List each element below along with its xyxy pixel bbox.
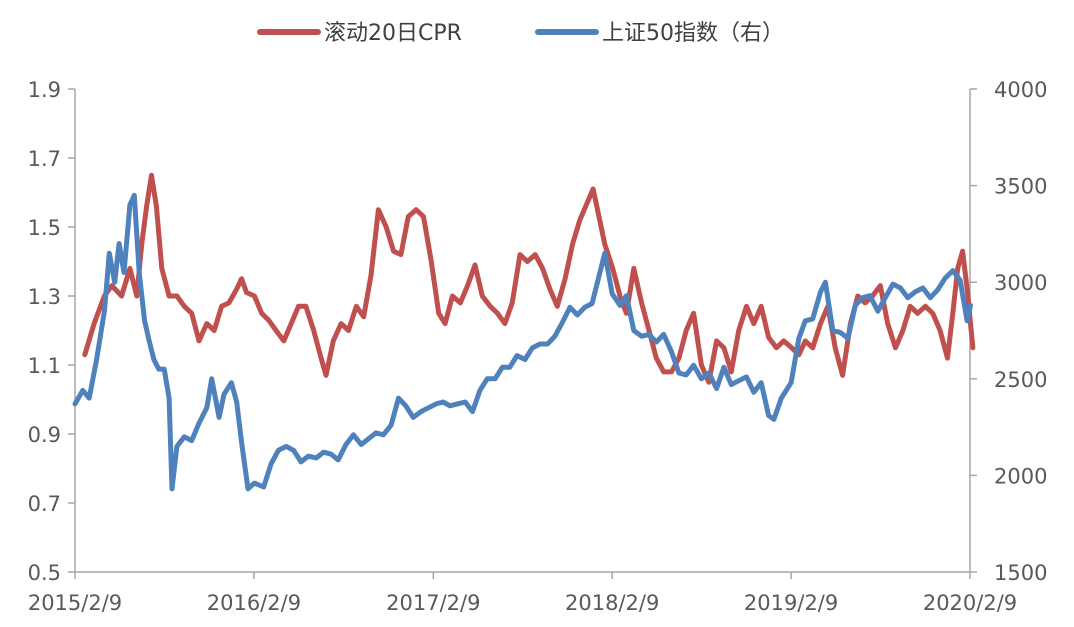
legend: 滚动20日CPR 上证50指数（右） — [257, 21, 784, 46]
plot-area — [72, 172, 976, 492]
legend-label-cpr: 滚动20日CPR — [324, 21, 462, 46]
x-tick-label: 2020/2/9 — [923, 591, 1017, 615]
x-tick-label: 2015/2/9 — [28, 591, 122, 615]
axes: 0.5 0.7 0.9 1.1 1.3 1.5 1.7 1.9 1500 2000 2500 3000… — [28, 78, 1048, 615]
x-tick-label: 2019/2/9 — [744, 591, 838, 615]
y-left-tick-label: 1.3 — [28, 285, 61, 309]
y-right-tick-label: 3500 — [994, 175, 1047, 199]
y-left-tick-label: 0.9 — [28, 423, 61, 447]
y-left-tick-label: 1.7 — [28, 147, 61, 171]
y-right-tick-label: 2000 — [994, 464, 1047, 488]
y-left-tick-label: 0.7 — [28, 492, 61, 516]
y-left-tick-label: 0.5 — [28, 561, 61, 585]
x-tick-label: 2017/2/9 — [386, 591, 480, 615]
legend-label-sse50: 上证50指数（右） — [602, 21, 784, 46]
x-tick-label: 2018/2/9 — [565, 591, 659, 615]
series-line-cpr — [82, 172, 976, 385]
y-right-tick-label: 2500 — [994, 368, 1047, 392]
y-left-tick-label: 1.9 — [28, 78, 61, 102]
y-left-tick-label: 1.5 — [28, 216, 61, 240]
y-left-tick-label: 1.1 — [28, 354, 61, 378]
y-right-tick-label: 1500 — [994, 561, 1047, 585]
y-right-tick-label: 4000 — [994, 78, 1047, 102]
x-tick-label: 2016/2/9 — [207, 591, 301, 615]
y-right-tick-label: 3000 — [994, 271, 1047, 295]
series-line-sse50 — [72, 192, 973, 492]
